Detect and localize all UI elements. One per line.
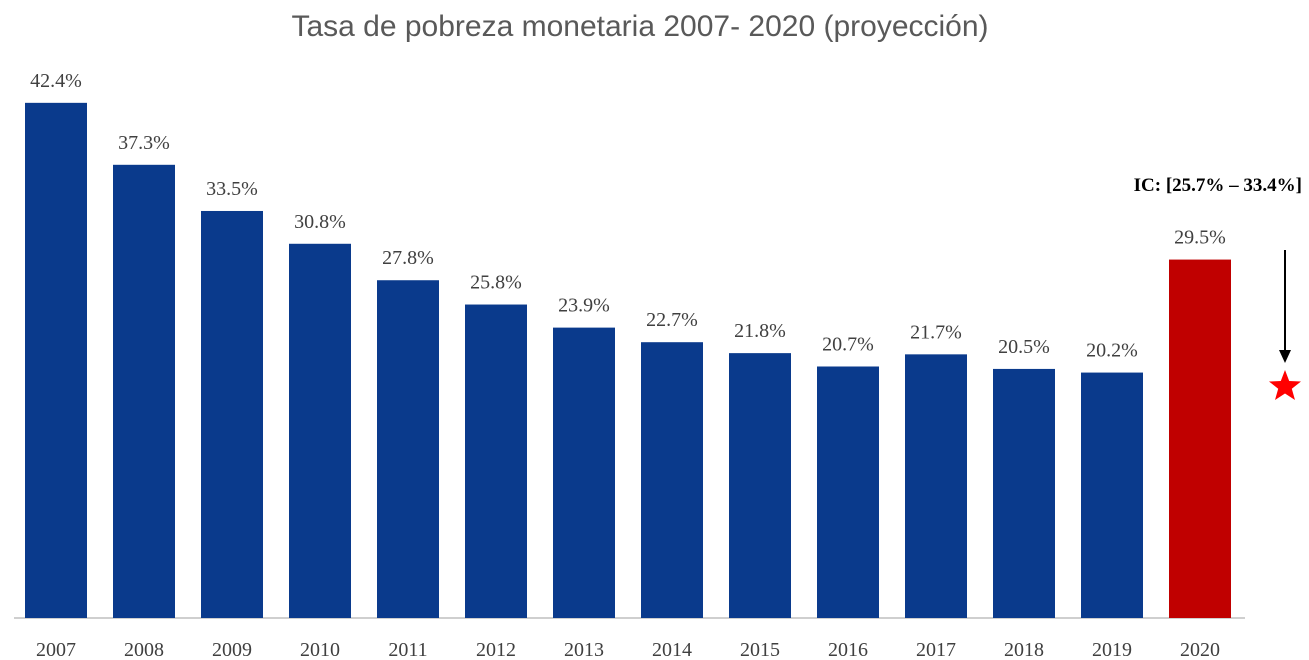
bar	[377, 280, 439, 618]
chart-title: Tasa de pobreza monetaria 2007- 2020 (pr…	[291, 10, 988, 43]
x-tick-label: 2008	[124, 639, 164, 660]
value-label: 42.4%	[30, 70, 82, 92]
bar	[993, 368, 1055, 618]
x-tick-label: 2007	[36, 639, 76, 660]
value-label: 27.8%	[382, 247, 434, 269]
bar	[641, 342, 703, 618]
value-label: 25.8%	[470, 272, 522, 294]
bar	[553, 327, 615, 618]
bar	[1081, 372, 1143, 618]
bar	[1169, 259, 1231, 618]
x-tick-label: 2014	[652, 639, 692, 660]
bar	[113, 164, 175, 618]
bar	[905, 354, 967, 618]
x-tick-label: 2010	[300, 639, 340, 660]
x-tick-label: 2016	[828, 639, 868, 660]
bar	[729, 353, 791, 618]
x-tick-label: 2012	[476, 639, 516, 660]
star	[1269, 370, 1301, 400]
x-tick-label: 2019	[1092, 639, 1132, 660]
x-tick-label: 2020	[1180, 639, 1220, 660]
bar	[817, 366, 879, 618]
x-tick-label: 2017	[916, 639, 956, 660]
value-label: 22.7%	[646, 309, 698, 331]
annotation: IC: [25.7% – 33.4%]	[1134, 175, 1302, 196]
value-label: 33.5%	[206, 178, 258, 200]
x-tick-label: 2015	[740, 639, 780, 660]
x-tick-label: 2009	[212, 639, 252, 660]
bar	[465, 304, 527, 618]
x-tick-label: 2013	[564, 639, 604, 660]
bar	[25, 102, 87, 619]
value-label: 21.8%	[734, 320, 786, 342]
value-label: 23.9%	[558, 295, 610, 317]
x-tick-label: 2018	[1004, 639, 1044, 660]
x-tick-label: 2011	[388, 639, 427, 660]
value-label: 37.3%	[118, 132, 170, 154]
value-label: 20.7%	[822, 333, 874, 355]
value-label: 21.7%	[910, 321, 962, 343]
value-label: 30.8%	[294, 211, 346, 233]
bar	[289, 243, 351, 618]
arrow-head	[1279, 350, 1291, 363]
value-label: 20.5%	[998, 336, 1050, 358]
value-label: 29.5%	[1174, 227, 1226, 249]
bar	[201, 210, 263, 618]
value-label: 20.2%	[1086, 340, 1138, 362]
